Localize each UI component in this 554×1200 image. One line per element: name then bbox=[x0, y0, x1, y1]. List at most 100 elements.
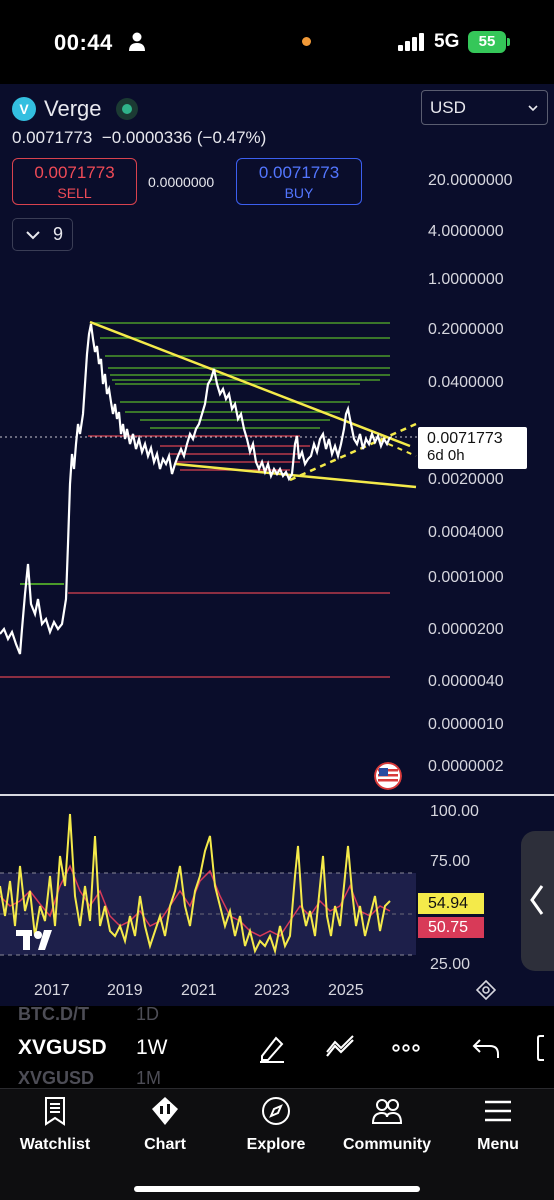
indicators-icon[interactable] bbox=[324, 1032, 356, 1064]
more-icon[interactable] bbox=[390, 1032, 422, 1064]
price-axis-label: 0.0000040 bbox=[428, 673, 504, 690]
time-axis-label: 2023 bbox=[254, 982, 290, 999]
price-axis-label: 0.0400000 bbox=[428, 374, 504, 391]
rsi-signal-tag: 50.75 bbox=[418, 917, 484, 938]
verge-logo-icon: V bbox=[12, 97, 36, 121]
price-chart[interactable]: V Verge 0.0071773 −0.0000336 (−0.47%) 0.… bbox=[0, 84, 554, 794]
price-axis-label: 0.0004000 bbox=[428, 524, 504, 541]
projection-dashed bbox=[369, 435, 417, 457]
price-change: −0.0000336 bbox=[101, 128, 193, 147]
ghost-symbol: BTC.D/T bbox=[18, 1006, 89, 1024]
price-axis-label: 20.0000000 bbox=[428, 172, 513, 189]
buy-price: 0.0071773 bbox=[258, 163, 340, 182]
bottom-navigation: Watchlist Chart Explore Community Menu bbox=[0, 1088, 554, 1200]
time-axis-label: 2021 bbox=[181, 982, 217, 999]
home-indicator bbox=[134, 1186, 420, 1192]
indicators-toggle-button[interactable]: 9 bbox=[12, 218, 73, 251]
sell-button[interactable]: 0.0071773 SELL bbox=[12, 158, 137, 205]
spread-value: 0.0000000 bbox=[148, 174, 215, 190]
nav-watchlist[interactable]: Watchlist bbox=[0, 1095, 110, 1154]
fullscreen-icon[interactable] bbox=[534, 1032, 554, 1064]
us-flag-icon[interactable] bbox=[374, 762, 402, 790]
compass-icon bbox=[262, 1097, 290, 1125]
nav-label: Watchlist bbox=[19, 1136, 91, 1153]
time-axis-label: 2025 bbox=[328, 982, 364, 999]
indicators-count: 9 bbox=[53, 224, 64, 244]
sell-price: 0.0071773 bbox=[34, 163, 115, 182]
battery-icon: 55 bbox=[468, 31, 506, 53]
buy-label: BUY bbox=[284, 185, 314, 201]
price-axis-label: 0.2000000 bbox=[428, 321, 504, 338]
ghost-interval: 1D bbox=[136, 1006, 160, 1024]
undo-icon[interactable] bbox=[470, 1032, 502, 1064]
price-chart-canvas[interactable] bbox=[0, 84, 554, 794]
signal-icon bbox=[398, 33, 424, 51]
price-axis-label: 4.0000000 bbox=[428, 223, 504, 240]
drawing-pen-icon[interactable] bbox=[256, 1032, 288, 1064]
support-zones bbox=[92, 322, 390, 429]
price-axis-label: 0.0001000 bbox=[428, 569, 504, 586]
reset-view-icon[interactable] bbox=[476, 980, 496, 1000]
chevron-down-icon bbox=[26, 230, 40, 239]
tradingview-logo-icon bbox=[16, 930, 52, 950]
nav-label: Community bbox=[343, 1136, 431, 1153]
time-axis-label: 2019 bbox=[107, 982, 143, 999]
lower-trendline bbox=[175, 462, 417, 489]
chevron-down-icon bbox=[528, 104, 538, 111]
price-axis-label: 0.0000200 bbox=[428, 621, 504, 638]
nav-menu[interactable]: Menu bbox=[443, 1095, 553, 1154]
people-icon bbox=[371, 1099, 403, 1124]
current-price-tag: 0.0071773 6d 0h bbox=[418, 427, 527, 469]
nav-label: Menu bbox=[477, 1136, 519, 1153]
price-axis-label: 0.0020000 bbox=[428, 471, 504, 488]
ghost-interval: 1M bbox=[136, 1068, 162, 1088]
bookmark-icon bbox=[45, 1097, 65, 1126]
nav-explore[interactable]: Explore bbox=[221, 1095, 331, 1154]
rsi-axis-label: 75.00 bbox=[430, 853, 471, 870]
nav-label: Explore bbox=[246, 1136, 306, 1153]
nav-label: Chart bbox=[144, 1136, 186, 1153]
bar-countdown: 6d 0h bbox=[427, 447, 465, 464]
ghost-symbol: XVGUSD bbox=[18, 1068, 95, 1088]
sell-label: SELL bbox=[57, 185, 92, 201]
rsi-axis-label: 100.00 bbox=[430, 803, 479, 820]
currency-select[interactable]: USD bbox=[421, 90, 548, 125]
person-icon bbox=[129, 32, 145, 51]
nav-community[interactable]: Community bbox=[332, 1095, 442, 1154]
resistance-zones bbox=[88, 435, 310, 471]
symbol-selector[interactable]: XVGUSD bbox=[18, 1036, 107, 1059]
rsi-chart-canvas[interactable] bbox=[0, 796, 554, 1006]
battery-cap bbox=[507, 38, 510, 46]
price-axis-label: 0.0000002 bbox=[428, 758, 504, 775]
price-quote: 0.0071773 −0.0000336 (−0.47%) bbox=[12, 128, 266, 148]
status-bar: 00:44 5G 55 bbox=[0, 0, 554, 84]
price-change-pct: (−0.47%) bbox=[196, 128, 267, 147]
nav-chart[interactable]: Chart bbox=[110, 1095, 220, 1154]
chart-candle-icon bbox=[152, 1097, 178, 1125]
upper-trendline bbox=[89, 320, 411, 448]
currency-value: USD bbox=[430, 97, 466, 117]
interval-selector[interactable]: 1W bbox=[136, 1036, 168, 1059]
price-axis-label: 1.0000000 bbox=[428, 271, 504, 288]
current-price-value: 0.0071773 bbox=[427, 430, 503, 447]
buy-button[interactable]: 0.0071773 BUY bbox=[236, 158, 362, 205]
price-axis-label: 0.0000010 bbox=[428, 716, 504, 733]
symbol-header[interactable]: V Verge bbox=[12, 96, 138, 122]
last-price: 0.0071773 bbox=[12, 128, 93, 147]
chevron-left-icon bbox=[530, 885, 544, 915]
side-panel-handle[interactable] bbox=[521, 831, 554, 971]
market-status-icon bbox=[115, 98, 138, 120]
network-type: 5G bbox=[434, 31, 460, 52]
hamburger-icon bbox=[485, 1100, 511, 1122]
time-axis-label: 2017 bbox=[34, 982, 70, 999]
price-series-line bbox=[0, 323, 392, 655]
rising-support-dashed bbox=[289, 422, 417, 482]
chart-toolbar: BTC.D/T 1D XVGUSD 1W XVGUSD 1M bbox=[0, 1006, 554, 1088]
rsi-line bbox=[0, 813, 391, 955]
ghost-symbol-row: XVGUSD 1M bbox=[18, 1068, 161, 1088]
rsi-pane[interactable]: 100.00 75.00 25.00 54.94 50.75 2017 2019… bbox=[0, 796, 554, 1006]
privacy-dot-icon bbox=[302, 37, 311, 46]
symbol-name[interactable]: Verge bbox=[44, 96, 102, 121]
pane-separator[interactable] bbox=[0, 794, 554, 796]
rsi-value-tag: 54.94 bbox=[418, 893, 484, 914]
